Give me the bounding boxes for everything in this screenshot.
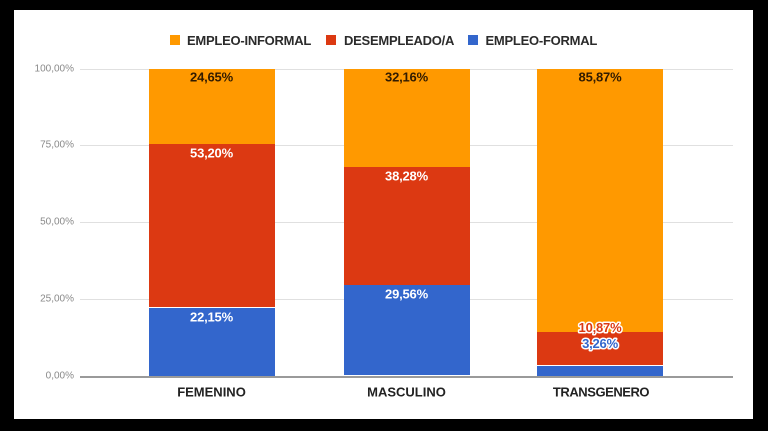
- svg-text:3,26%: 3,26%: [582, 336, 619, 351]
- svg-text:10,87%: 10,87%: [579, 320, 623, 335]
